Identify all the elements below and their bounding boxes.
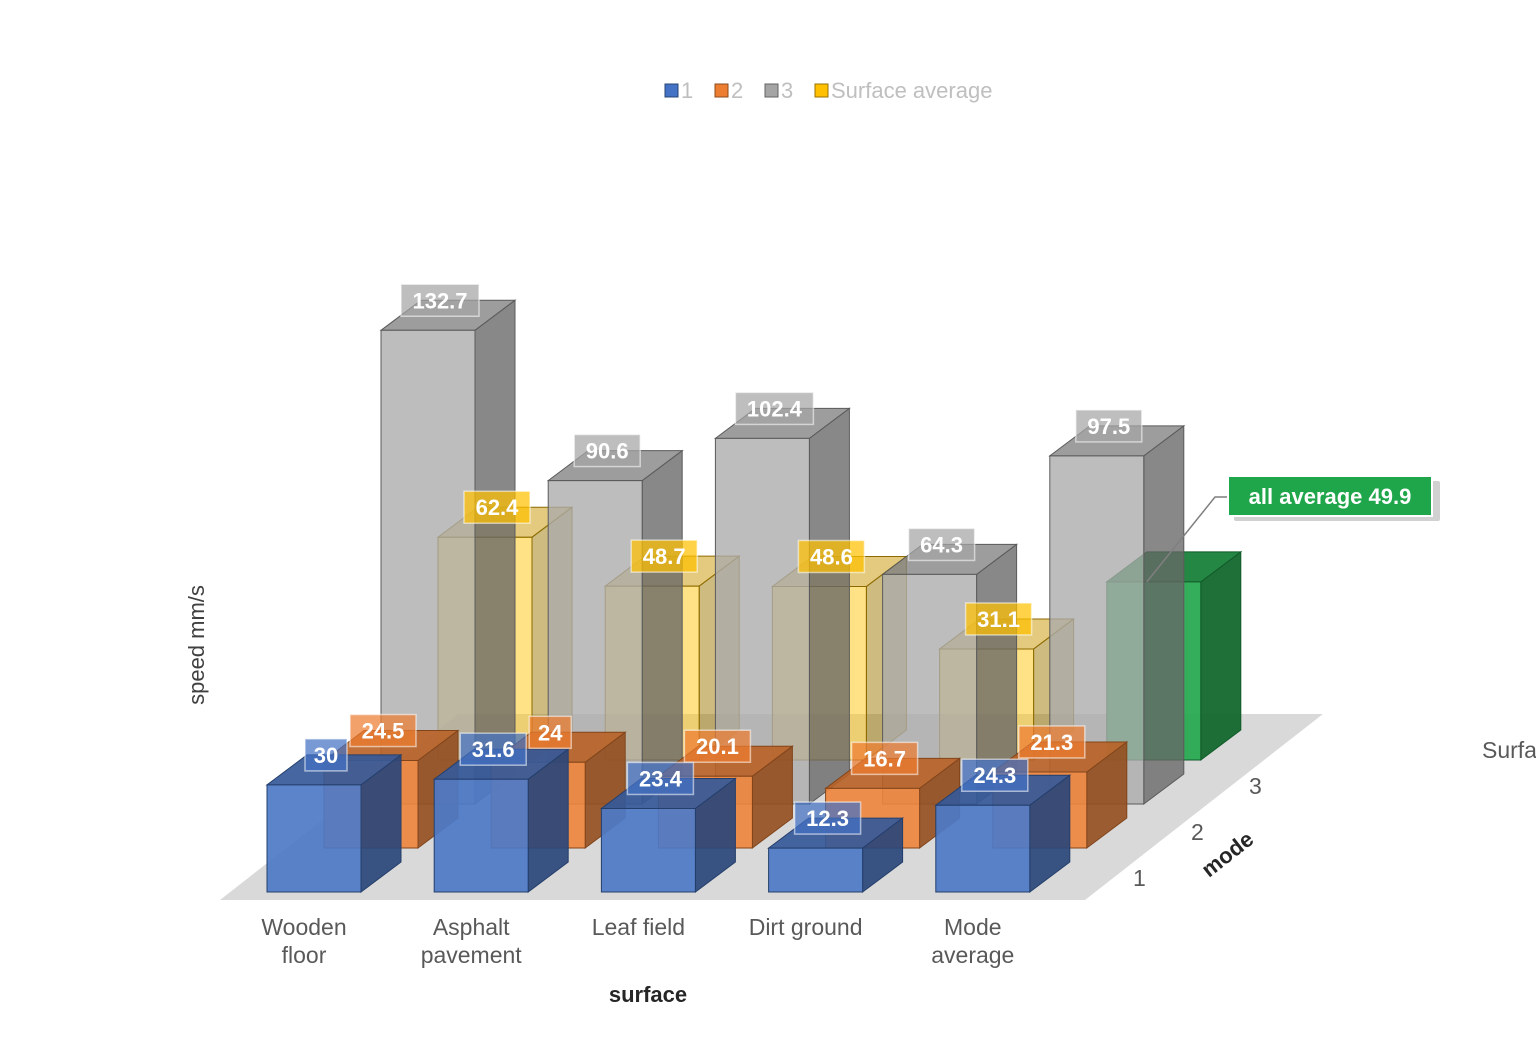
data-label-text: 62.4 [476, 495, 520, 520]
data-label: 24.3 [961, 758, 1029, 792]
depth-tick-label: 3 [1249, 773, 1262, 799]
data-label: 24.5 [349, 713, 417, 748]
data-label-text: 97.5 [1087, 414, 1130, 439]
data-label-text: 24 [538, 720, 563, 745]
bar-1-1 [265, 753, 403, 893]
bar-front [600, 808, 696, 893]
bar-front [935, 804, 1031, 893]
category-label: Mode average [931, 914, 1014, 968]
data-label-text: 21.3 [1030, 730, 1073, 755]
data-label-text: 102.4 [747, 396, 803, 421]
depth-tick-label: Surface average [1482, 737, 1536, 763]
x-axis-title: surface [609, 982, 687, 1007]
legend-label: 3 [781, 78, 793, 103]
bar-front [433, 778, 529, 893]
all-average-callout: all average 49.9 [1146, 475, 1440, 583]
bar-side [1200, 550, 1242, 761]
bar-side [808, 407, 850, 805]
data-label: 30 [304, 738, 348, 772]
data-label-text: 12.3 [806, 806, 849, 831]
data-label: 24 [528, 715, 572, 750]
legend: 1 2 3 Surface average [664, 78, 992, 103]
bar-1-4 [767, 817, 905, 893]
data-label-text: 20.1 [696, 734, 739, 759]
data-label: 90.6 [573, 433, 641, 468]
depth-tick-label: 1 [1133, 865, 1146, 891]
data-label-text: 132.7 [412, 288, 467, 313]
data-label: 31.6 [459, 732, 527, 766]
category-label: Asphalt pavement [421, 914, 523, 968]
bar-1-5 [934, 774, 1072, 893]
legend-item[interactable]: 3 [764, 78, 793, 103]
legend-label: 1 [681, 78, 693, 103]
data-label: 132.7 [400, 283, 480, 318]
data-label-text: 90.6 [586, 439, 629, 464]
legend-item[interactable]: 1 [664, 78, 693, 103]
bar-front [266, 784, 362, 893]
bar-1-2 [432, 748, 570, 893]
data-label: 23.4 [626, 761, 695, 796]
data-label-text: 24.5 [362, 719, 405, 744]
data-label: 102.4 [734, 391, 815, 426]
category-label: Leaf field [592, 914, 685, 940]
legend-label: Surface average [831, 78, 992, 103]
data-label: 97.5 [1075, 409, 1143, 443]
depth-tick-label: 2 [1191, 819, 1204, 845]
data-label: 20.1 [683, 729, 752, 763]
data-label: 48.7 [630, 539, 698, 573]
legend-label: 2 [731, 78, 743, 103]
bar-side [641, 449, 683, 805]
data-label-text: 24.3 [973, 763, 1016, 788]
data-label: 12.3 [793, 801, 862, 835]
data-label: 62.4 [463, 490, 531, 524]
data-label: 48.6 [797, 539, 866, 574]
legend-swatch [714, 83, 729, 98]
category-label: Wooden floor [261, 914, 346, 968]
bar-side [474, 299, 516, 805]
legend-swatch [764, 83, 779, 98]
data-label-text: 48.6 [810, 544, 853, 569]
category-label: Dirt ground [749, 914, 863, 940]
legend-item[interactable]: Surface average [814, 78, 992, 103]
data-label: 31.1 [964, 602, 1033, 636]
data-label-text: 30 [314, 743, 338, 768]
depth-axis-title: mode [1197, 826, 1259, 882]
data-label-text: 64.3 [920, 532, 963, 557]
bar-front [768, 847, 864, 893]
bar-1-3 [599, 777, 737, 893]
data-label: 21.3 [1018, 725, 1086, 759]
data-label-text: 31.1 [977, 607, 1020, 632]
legend-swatch [814, 83, 829, 98]
y-axis-title: speed mm/s [184, 585, 209, 705]
bar-side [1143, 424, 1185, 805]
legend-swatch [664, 83, 679, 98]
data-label-text: 23.4 [639, 766, 683, 791]
legend-item[interactable]: 2 [714, 78, 743, 103]
data-label-text: 31.6 [472, 737, 515, 762]
data-label: 16.7 [850, 741, 919, 776]
data-label: 64.3 [907, 527, 976, 562]
data-label-text: 16.7 [863, 746, 906, 771]
data-label-text: 48.7 [643, 544, 686, 569]
all-average-label: all average 49.9 [1249, 484, 1412, 509]
